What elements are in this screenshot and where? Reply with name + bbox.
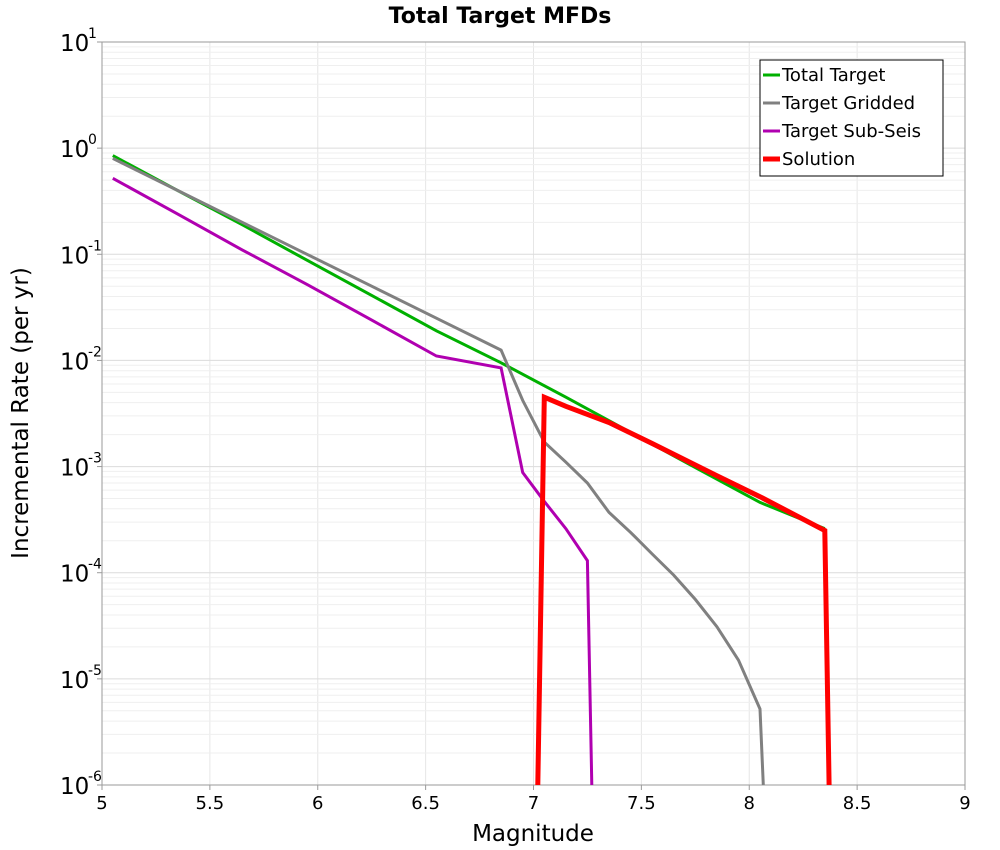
y-tick-exponent: -3 xyxy=(88,451,102,467)
y-tick-exponent: 1 xyxy=(88,26,97,42)
y-tick-label: 10 xyxy=(60,243,89,269)
x-tick-label: 8.5 xyxy=(843,793,872,814)
legend-label-solution: Solution xyxy=(782,149,855,170)
x-axis-label: Magnitude xyxy=(472,821,594,847)
y-tick-exponent: -5 xyxy=(88,663,102,679)
series-line-target-gridded xyxy=(112,157,765,786)
x-tick-label: 9 xyxy=(959,793,970,814)
series-lines xyxy=(112,154,832,786)
series-line-total-target xyxy=(112,154,826,531)
x-tick-label: 5 xyxy=(96,793,107,814)
x-tick-label: 8 xyxy=(744,793,755,814)
y-axis-label: Incremental Rate (per yr) xyxy=(8,267,34,559)
y-tick-exponent: -6 xyxy=(88,769,102,785)
x-tick-label: 6 xyxy=(312,793,323,814)
y-tick-label: 10 xyxy=(60,31,89,57)
y-tick-label: 10 xyxy=(60,774,89,800)
x-tick-label: 6.5 xyxy=(411,793,440,814)
chart-title: Total Target MFDs xyxy=(389,4,612,29)
y-tick-label: 10 xyxy=(60,456,89,482)
legend-label-target-sub-seis: Target Sub-Seis xyxy=(781,121,921,142)
y-tick-label: 10 xyxy=(60,349,89,375)
y-tick-exponent: 0 xyxy=(88,132,97,148)
legend-label-target-gridded: Target Gridded xyxy=(781,93,915,114)
x-tick-label: 7.5 xyxy=(627,793,656,814)
y-tick-exponent: -1 xyxy=(88,238,102,254)
legend: Total Target Target Gridded Target Sub-Sei… xyxy=(759,59,944,177)
legend-label-total-target: Total Target xyxy=(781,65,885,86)
y-tick-exponent: -2 xyxy=(88,344,102,360)
y-tick-label: 10 xyxy=(60,137,89,163)
y-tick-label: 10 xyxy=(60,562,89,588)
series-line-solution xyxy=(535,393,832,786)
legend-box xyxy=(759,59,944,177)
x-tick-label: 7 xyxy=(528,793,539,814)
x-tick-label: 5.5 xyxy=(196,793,225,814)
series-line-target-sub-seis xyxy=(112,176,594,786)
y-tick-exponent: -4 xyxy=(88,557,102,573)
x-axis-ticks: 5 5.5 6 6.5 7 7.5 8 8.5 9 xyxy=(96,785,971,814)
y-tick-label: 10 xyxy=(60,668,89,694)
